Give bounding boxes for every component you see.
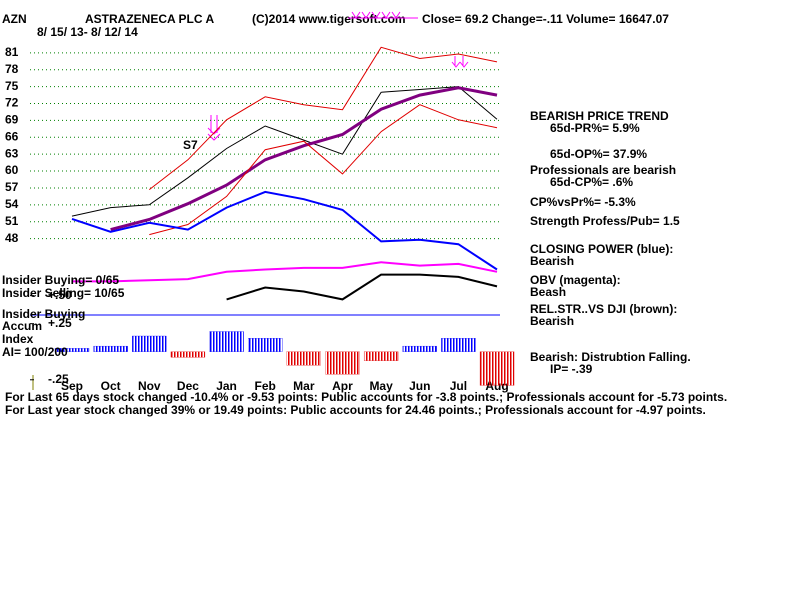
right-note: REL.STR..VS DJI (brown): xyxy=(530,302,677,316)
copyright: (C)2014 www.tigersoft.com xyxy=(252,12,406,26)
y-tick-label: -.25 xyxy=(48,372,69,386)
right-note: OBV (magenta): xyxy=(530,273,621,287)
x-tick-label: Apr xyxy=(332,379,353,393)
accum-bar xyxy=(54,348,90,352)
left-note: Accum xyxy=(2,319,42,333)
x-tick-label: May xyxy=(369,379,393,393)
series-line xyxy=(110,86,498,232)
x-tick-label: Nov xyxy=(138,379,161,393)
accum-bar xyxy=(286,351,321,366)
accum-bar xyxy=(325,351,360,375)
y-tick-label: 69 xyxy=(5,113,19,127)
y-tick-label: 63 xyxy=(5,146,19,160)
left-note: Insider Buying= 0/65 xyxy=(2,273,119,287)
right-note: 65d-PR%= 5.9% xyxy=(550,121,640,135)
y-tick-label: +.50 xyxy=(48,288,72,302)
right-note: IP= -.39 xyxy=(550,362,593,376)
footer-line: For Last year stock changed 39% or 19.49… xyxy=(5,403,706,417)
accum-bar xyxy=(363,351,399,361)
series-line xyxy=(226,273,498,301)
x-tick-label: Jul xyxy=(450,379,467,393)
left-note: Insider Buying xyxy=(2,307,85,321)
series-line xyxy=(148,46,498,190)
y-tick-label: 72 xyxy=(5,96,19,110)
x-tick-label: Jan xyxy=(216,379,237,393)
signal-arrows xyxy=(348,11,418,19)
right-note: Bearish: Distrubtion Falling. xyxy=(530,350,691,364)
company-name: ASTRAZENECA PLC A xyxy=(85,12,214,26)
y-tick-label: 60 xyxy=(5,163,19,177)
symbol: AZN xyxy=(2,12,27,26)
date-range: 8/ 15/ 13- 8/ 12/ 14 xyxy=(37,25,138,39)
y-tick-label: 54 xyxy=(5,197,19,211)
series-line xyxy=(149,104,498,236)
left-note: Index xyxy=(2,332,34,346)
left-note: AI= 100/200 xyxy=(2,345,68,359)
y-tick-label: 75 xyxy=(5,79,19,93)
y-tick-label: 66 xyxy=(5,129,19,143)
footer-line: For Last 65 days stock changed -10.4% or… xyxy=(5,390,727,404)
accum-bar xyxy=(132,335,167,352)
signal-label: S7 xyxy=(183,138,198,152)
right-note: CP%vsPr%= -5.3% xyxy=(530,195,636,209)
series-line xyxy=(71,86,498,217)
signal-arrow xyxy=(451,56,469,68)
right-note: Bearish xyxy=(530,314,574,328)
y-tick-label: 57 xyxy=(5,180,19,194)
x-tick-label: Oct xyxy=(101,379,121,393)
accum-bar xyxy=(170,351,206,358)
accum-bar xyxy=(479,351,515,386)
right-note: Professionals are bearish xyxy=(530,163,676,177)
right-note: 65d-OP%= 37.9% xyxy=(550,147,647,161)
x-tick-label: Mar xyxy=(293,379,315,393)
y-tick-label: 81 xyxy=(5,45,19,59)
quote: Close= 69.2 Change=-.11 Volume= 16647.07 xyxy=(422,12,669,26)
y-tick-label: 48 xyxy=(5,231,19,245)
series-line xyxy=(71,190,498,271)
x-tick-label: Feb xyxy=(255,379,276,393)
right-note: CLOSING POWER (blue): xyxy=(530,242,673,256)
x-tick-label: Jun xyxy=(409,379,430,393)
right-note: Bearish xyxy=(530,254,574,268)
accum-bar xyxy=(248,338,283,352)
y-tick-label: +.25 xyxy=(48,316,72,330)
x-tick-label: Dec xyxy=(177,379,199,393)
signal-arrow xyxy=(207,115,221,141)
right-note: 65d-CP%= .6% xyxy=(550,175,633,189)
series-line xyxy=(72,261,498,283)
accum-bar xyxy=(209,331,244,352)
right-note: BEARISH PRICE TREND xyxy=(530,109,669,123)
y-tick-label: 78 xyxy=(5,62,19,76)
right-note: Strength Profess/Pub= 1.5 xyxy=(530,214,680,228)
left-note: Insider Selling= 10/65 xyxy=(2,286,125,300)
right-note: Beash xyxy=(530,285,566,299)
accum-bar xyxy=(402,345,437,352)
accum-bar xyxy=(441,338,476,352)
accum-bar xyxy=(93,345,128,352)
y-tick-label: 51 xyxy=(5,214,19,228)
x-tick-label: Sep xyxy=(61,379,83,393)
